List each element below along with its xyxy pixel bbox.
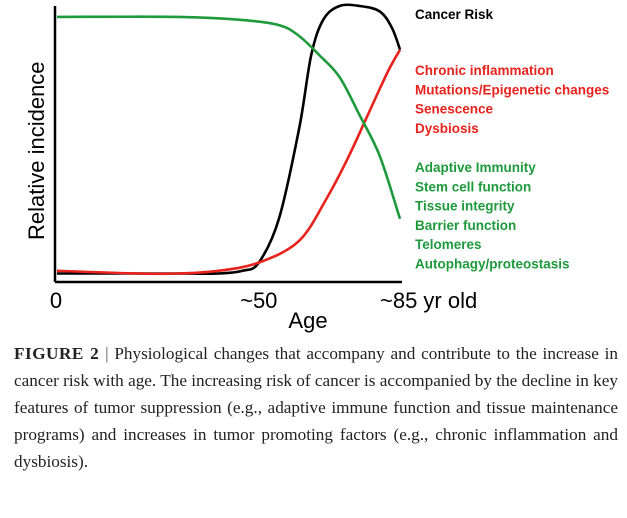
x-tick-labels: 0 ~50 ~85 yr old [50,288,477,313]
x-tick-label: ~85 yr old [380,288,477,313]
legend-entry: Mutations/Epigenetic changes [415,82,609,97]
figure-caption: FIGURE 2 | Physiological changes that ac… [14,340,618,475]
x-axis-label: Age [288,308,327,333]
x-tick-label: 0 [50,288,62,313]
legend-entry: Barrier function [415,218,516,233]
legend-entry: Telomeres [415,237,482,252]
legend-entry: Dysbiosis [415,121,479,136]
series-line-suppressive-features [56,15,402,220]
caption-separator: | [105,344,109,363]
series-line-promoting-factors [56,49,402,276]
series-line-cancer-risk [57,3,402,276]
series-layer [56,3,402,276]
y-axis-label: Relative incidence [24,61,49,240]
legend: Cancer Risk Chronic inflammation Mutations… [415,7,609,272]
figure-label: FIGURE 2 [14,344,100,363]
legend-entry: Tissue integrity [415,199,515,214]
legend-entry: Stem cell function [415,179,531,194]
legend-entry: Cancer Risk [415,7,494,22]
caption-text: Physiological changes that accompany and… [14,344,619,471]
legend-entry: Adaptive Immunity [415,160,536,175]
legend-entry: Autophagy/proteostasis [415,257,570,272]
age-cancer-risk-chart: Relative incidence 0 ~50 ~85 yr old Age Ca… [24,3,609,333]
x-tick-label: ~50 [240,288,277,313]
legend-entry: Senescence [415,102,494,117]
axes [53,6,402,284]
legend-entry: Chronic inflammation [415,63,554,78]
